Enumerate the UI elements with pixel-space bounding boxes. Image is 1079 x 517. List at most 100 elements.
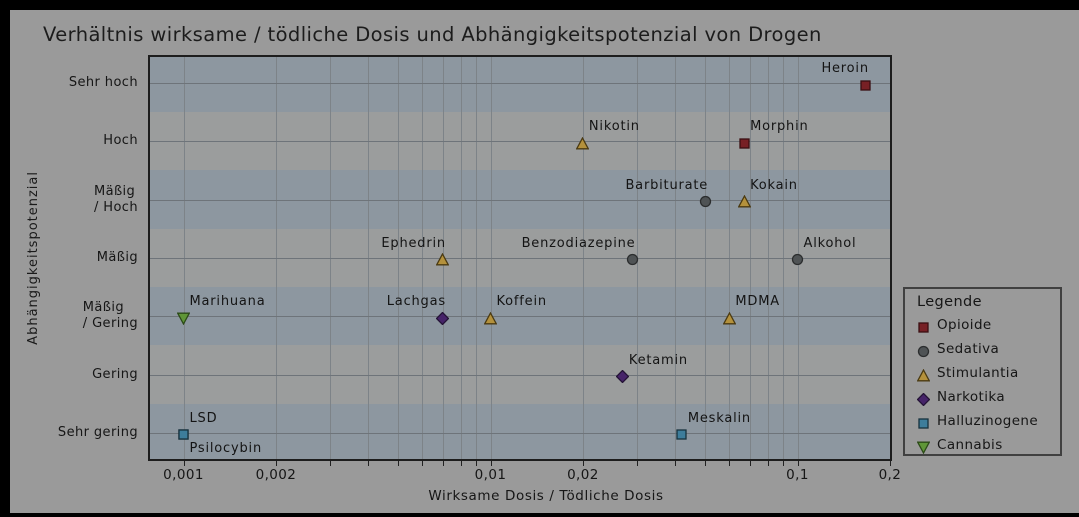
- y-tick-label: Mäßig: [10, 250, 138, 266]
- x-tick-label: 0,001: [163, 467, 204, 483]
- data-point-label-koffein: Koffein: [496, 294, 547, 310]
- x-tick-mark: [767, 461, 769, 466]
- data-point-marker-psilocybin: [177, 426, 190, 440]
- x-tick-mark: [889, 461, 891, 466]
- x-tick-mark: [636, 461, 638, 466]
- data-point-label-alkohol: Alkohol: [803, 235, 857, 251]
- x-tick-mark: [675, 461, 677, 466]
- chart-title: Verhältnis wirksame / tödliche Dosis und…: [43, 23, 822, 46]
- data-point-marker-ephedrin: [436, 251, 450, 266]
- x-tick-mark: [329, 461, 331, 466]
- x-tick-label: 0,1: [786, 467, 809, 483]
- x-tick-mark: [275, 461, 277, 466]
- legend-marker-sedativa-icon: [917, 343, 930, 357]
- x-tick-mark: [422, 461, 424, 466]
- data-point-label-kokain: Kokain: [750, 177, 798, 193]
- h-gridline: [150, 316, 890, 318]
- legend-entry-opioide: Opioide: [917, 313, 1060, 337]
- data-point-label-heroin: Heroin: [821, 61, 869, 76]
- h-gridline: [150, 432, 890, 434]
- legend-entry-label: Halluzinogene: [937, 413, 1039, 429]
- data-point-marker-nikotin: [576, 135, 590, 150]
- y-tick-label-text: Sehr hoch: [68, 75, 138, 90]
- y-tick-label-text: Sehr gering: [57, 424, 138, 440]
- legend-entry-sedativa: Sedativa: [917, 337, 1060, 361]
- legend-marker-halluzinogene-icon: [917, 415, 930, 429]
- x-tick-mark: [749, 461, 751, 466]
- data-point-label-ketamin: Ketamin: [628, 352, 688, 368]
- data-point-marker-barbiturate: [699, 193, 712, 208]
- legend-entry-narkotika: Narkotika: [916, 385, 1060, 409]
- data-point-marker-mdma: [722, 310, 737, 325]
- legend-entry-cannabis: Cannabis: [916, 433, 1060, 457]
- y-tick-label: Sehr gering: [10, 425, 138, 441]
- data-point-marker-benzodiazepine: [626, 251, 639, 266]
- legend-entry-label: Stimulantia: [937, 365, 1019, 381]
- legend-entry-halluzinogene: Halluzinogene: [917, 409, 1060, 433]
- x-tick-mark: [490, 461, 492, 466]
- y-tick-label: Sehr hoch: [10, 75, 138, 91]
- x-tick-mark: [368, 461, 370, 466]
- legend-marker-cannabis-icon: [916, 439, 931, 454]
- x-tick-label: 0,02: [567, 467, 599, 483]
- data-point-marker-kokain: [737, 193, 751, 208]
- data-point-marker-heroin: [859, 77, 872, 91]
- data-point-marker-meskalin: [675, 426, 688, 440]
- plot-band-sehr-gering: [150, 403, 890, 459]
- y-tick-label: Hoch: [10, 133, 138, 149]
- data-point-marker-morphin: [738, 135, 751, 149]
- chart-plot-area: Heroin Morphin Nikotin Barbiturate Kokain Eph…: [148, 55, 892, 461]
- plot-band-hoch: [150, 112, 890, 171]
- x-tick-mark: [398, 461, 400, 466]
- data-point-marker-lachgas: [436, 310, 450, 326]
- data-point-marker-alkohol: [791, 251, 804, 266]
- legend-entries: Opioide Sedativa Stimulantia Narkotika Hallu…: [916, 313, 1060, 457]
- v-gridline: [889, 57, 890, 459]
- h-gridline: [150, 257, 890, 259]
- data-point-label-meskalin: Meskalin: [687, 410, 751, 426]
- data-point-marker-koffein: [483, 310, 498, 325]
- x-tick-label: 0,002: [255, 467, 297, 483]
- y-tick-label-text: Mäßig: [96, 249, 138, 265]
- x-tick-label: 0,01: [474, 467, 507, 483]
- legend-entry-label: Opioide: [937, 317, 992, 333]
- x-tick-mark: [442, 461, 444, 466]
- data-point-label-psilocybin: Psilocybin: [189, 440, 263, 456]
- data-point-label-mdma: MDMA: [735, 294, 780, 310]
- y-tick-label: Gering: [10, 367, 138, 383]
- data-point-label-marihuana: Marihuana: [189, 294, 266, 310]
- chart-figure: Verhältnis wirksame / tödliche Dosis und…: [10, 10, 1079, 513]
- x-tick-label: 0,2: [878, 467, 902, 483]
- x-tick-mark: [183, 461, 185, 466]
- plot-band-sehr-hoch: [150, 57, 890, 113]
- legend-entry-label: Sedativa: [937, 341, 1000, 357]
- legend-marker-opioide-icon: [917, 319, 930, 333]
- legend-entry-label: Narkotika: [937, 389, 1006, 405]
- plot-band-gering: [150, 345, 890, 404]
- y-tick-label-text: Gering: [92, 366, 138, 382]
- data-point-label-barbiturate: Barbiturate: [625, 177, 709, 193]
- h-gridline: [150, 199, 890, 201]
- h-gridline: [150, 374, 890, 376]
- x-tick-mark: [460, 461, 462, 466]
- x-axis-title: Wirksame Dosis / Tödliche Dosis: [428, 488, 664, 504]
- y-tick-label: Mäßig / Hoch: [10, 184, 138, 216]
- y-tick-label-text: Mäßig / Hoch: [93, 183, 138, 215]
- x-tick-mark: [729, 461, 731, 466]
- data-point-marker-ketamin: [616, 368, 630, 384]
- x-tick-mark: [797, 461, 799, 466]
- h-gridline: [150, 83, 890, 84]
- x-tick-mark: [705, 461, 707, 466]
- x-tick-mark: [783, 461, 785, 466]
- data-point-marker-marihuana: [176, 310, 191, 326]
- legend-marker-stimulantia-icon: [916, 367, 931, 381]
- legend-marker-narkotika-icon: [916, 391, 931, 406]
- data-point-label-morphin: Morphin: [750, 119, 809, 135]
- h-gridline: [150, 141, 890, 143]
- legend-entry-stimulantia: Stimulantia: [916, 361, 1060, 385]
- legend-title: Legende: [917, 294, 982, 310]
- data-point-label-nikotin: Nikotin: [588, 119, 640, 135]
- legend-entry-label: Cannabis: [937, 437, 1003, 453]
- legend-box: Legende Opioide Sedativa Stimulantia Narkot…: [903, 287, 1062, 456]
